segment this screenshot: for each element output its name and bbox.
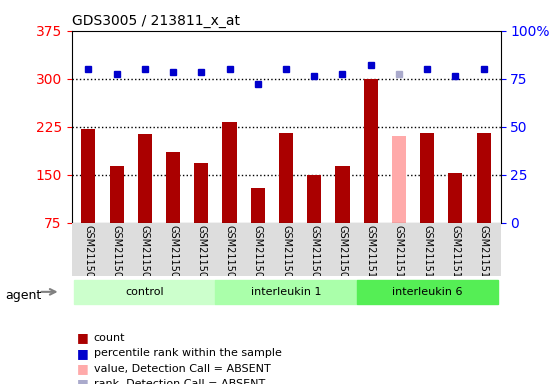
Bar — [356, 280, 498, 304]
Text: interleukin 1: interleukin 1 — [251, 287, 321, 297]
Text: GSM211507: GSM211507 — [281, 225, 291, 285]
Bar — [74, 280, 216, 304]
Text: count: count — [94, 333, 125, 343]
Bar — [307, 175, 321, 223]
Bar — [251, 187, 265, 223]
Text: ■: ■ — [77, 377, 89, 384]
Text: GSM211514: GSM211514 — [478, 225, 488, 285]
Bar — [392, 136, 406, 223]
Bar — [216, 280, 356, 304]
Text: GDS3005 / 213811_x_at: GDS3005 / 213811_x_at — [72, 14, 239, 28]
Text: GSM211505: GSM211505 — [224, 225, 234, 285]
Bar — [420, 133, 434, 223]
Text: ■: ■ — [77, 331, 89, 344]
Bar — [194, 163, 208, 223]
Text: agent: agent — [6, 289, 42, 302]
Text: GSM211506: GSM211506 — [253, 225, 263, 285]
Text: GSM211510: GSM211510 — [366, 225, 376, 285]
Text: GSM211508: GSM211508 — [309, 225, 319, 285]
Bar — [81, 129, 96, 223]
Text: GSM211504: GSM211504 — [196, 225, 206, 285]
Text: GSM211509: GSM211509 — [338, 225, 348, 285]
Text: interleukin 6: interleukin 6 — [392, 287, 463, 297]
Text: GSM211513: GSM211513 — [450, 225, 460, 285]
Text: ■: ■ — [77, 362, 89, 375]
Bar — [448, 174, 463, 223]
Text: GSM211511: GSM211511 — [394, 225, 404, 285]
Bar — [336, 166, 349, 223]
Text: GSM211502: GSM211502 — [140, 225, 150, 285]
Text: value, Detection Call = ABSENT: value, Detection Call = ABSENT — [94, 364, 270, 374]
Bar — [138, 134, 152, 223]
Bar — [279, 133, 293, 223]
Bar — [223, 122, 236, 223]
Text: control: control — [125, 287, 164, 297]
Text: GSM211503: GSM211503 — [168, 225, 178, 285]
Text: GSM211512: GSM211512 — [422, 225, 432, 285]
Text: ■: ■ — [77, 347, 89, 360]
Bar — [364, 79, 378, 223]
Bar — [476, 133, 491, 223]
Bar — [166, 152, 180, 223]
Bar — [109, 166, 124, 223]
Text: GSM211500: GSM211500 — [84, 225, 94, 285]
Text: percentile rank within the sample: percentile rank within the sample — [94, 348, 282, 358]
Text: rank, Detection Call = ABSENT: rank, Detection Call = ABSENT — [94, 379, 265, 384]
Text: GSM211501: GSM211501 — [112, 225, 122, 285]
